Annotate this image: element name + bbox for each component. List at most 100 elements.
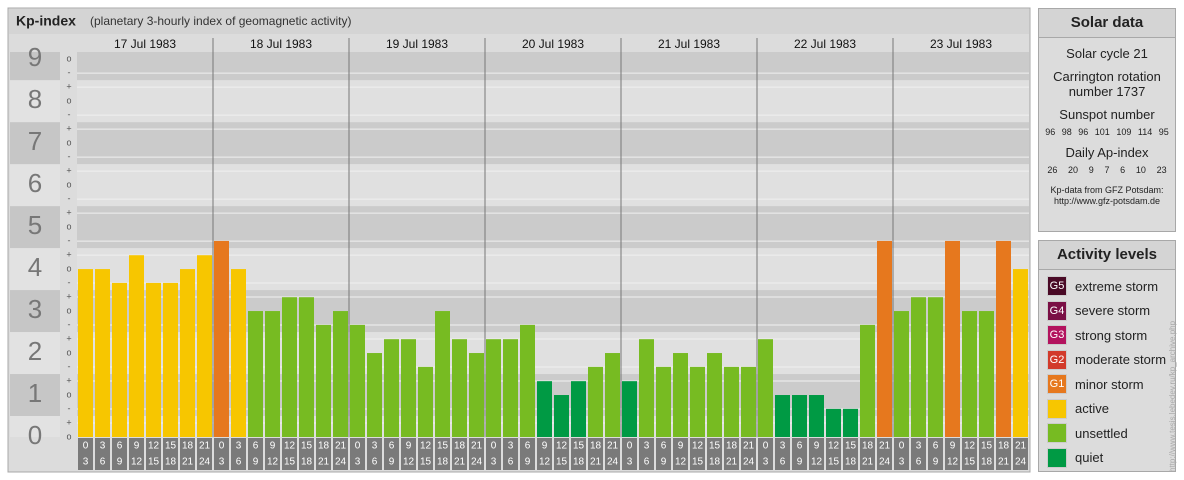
x-tick-label: 15: [165, 441, 177, 452]
legend-swatch: G3: [1047, 325, 1067, 346]
legend-label: minor storm: [1075, 376, 1144, 392]
y-tick-label: 4: [28, 252, 42, 282]
legend: G5 extreme storm G4 severe storm G3 strong st…: [1039, 270, 1175, 470]
date-label: 19 Jul 1983: [386, 37, 448, 51]
bar: [673, 353, 688, 437]
x-tick-label: 21: [182, 457, 194, 468]
bar: [741, 366, 756, 437]
bar: [945, 240, 960, 437]
x-tick-label: 15: [148, 457, 160, 468]
x-tick-label: 12: [148, 441, 160, 452]
x-tick-label: 6: [780, 457, 786, 468]
x-tick-label: 6: [253, 441, 259, 452]
x-tick-label: 24: [1015, 457, 1027, 468]
x-tick-label: 21: [726, 457, 738, 468]
legend-entry: active: [1039, 397, 1175, 422]
band: [77, 122, 1029, 165]
x-tick-label: 0: [899, 441, 905, 452]
x-tick-label: 9: [406, 441, 412, 452]
minor-tick-label: o: [66, 305, 71, 315]
x-tick-label: 15: [692, 457, 704, 468]
band: [77, 52, 1029, 81]
bar: [384, 339, 399, 437]
x-tick-label: 15: [709, 441, 721, 452]
label-band: [10, 416, 60, 437]
chart-title: Kp-index: [16, 13, 76, 29]
bar: [588, 366, 603, 437]
bar: [809, 395, 824, 437]
bar: [486, 339, 501, 437]
bar: [503, 339, 518, 437]
x-tick-label: 15: [437, 441, 449, 452]
minor-tick-label: o: [66, 263, 71, 273]
x-tick-label: 21: [590, 457, 602, 468]
x-tick-label: 0: [627, 441, 633, 452]
hour-box: [724, 438, 739, 470]
x-tick-label: 6: [236, 457, 242, 468]
band: [77, 164, 1029, 207]
x-tick-label: 21: [318, 457, 330, 468]
x-tick-label: 6: [100, 457, 106, 468]
legend-swatch: G4: [1047, 300, 1067, 321]
hour-box: [486, 438, 501, 470]
x-tick-label: 9: [933, 457, 939, 468]
x-tick-label: 6: [508, 457, 514, 468]
y-tick-label: 8: [28, 84, 42, 114]
x-tick-label: 18: [590, 441, 602, 452]
x-tick-label: 12: [420, 441, 432, 452]
legend-label: moderate storm: [1075, 352, 1167, 368]
x-tick-label: 15: [828, 457, 840, 468]
bar: [299, 297, 314, 437]
bar: [333, 311, 348, 437]
x-tick-label: 18: [454, 441, 466, 452]
x-tick-label: 3: [83, 457, 89, 468]
hour-box: [520, 438, 535, 470]
x-tick-label: 9: [525, 457, 531, 468]
hour-box: [605, 438, 620, 470]
ap-numbers: 26 20 9 7 6 10 23: [1039, 165, 1175, 175]
hour-box: [146, 438, 161, 470]
hour-box: [962, 438, 977, 470]
x-tick-label: 6: [525, 441, 531, 452]
panel-title: Solar data: [1039, 9, 1175, 38]
x-tick-label: 18: [318, 441, 330, 452]
bar: [605, 353, 620, 437]
hour-box: [163, 438, 178, 470]
hour-box: [656, 438, 671, 470]
date-header: [77, 38, 1029, 52]
minor-tick-label: -: [68, 151, 71, 161]
minor-tick-label: -: [68, 403, 71, 413]
ap-value: 6: [1120, 165, 1126, 175]
x-tick-label: 0: [763, 441, 769, 452]
x-tick-label: 15: [964, 457, 976, 468]
y-tick-label: 5: [28, 210, 42, 240]
minor-tick-label: +: [66, 291, 71, 301]
x-tick-label: 0: [355, 441, 361, 452]
hour-box: [826, 438, 841, 470]
x-tick-label: 21: [998, 457, 1010, 468]
band: [77, 80, 1029, 123]
minor-tick-label: o: [66, 179, 71, 189]
legend-label: severe storm: [1075, 303, 1151, 319]
hour-box: [622, 438, 637, 470]
hour-box: [690, 438, 705, 470]
date-label: 23 Jul 1983: [930, 37, 992, 51]
x-tick-label: 3: [219, 457, 225, 468]
legend-label: quiet: [1075, 450, 1104, 466]
bar: [401, 339, 416, 437]
x-tick-label: 9: [134, 441, 140, 452]
x-tick-label: 3: [355, 457, 361, 468]
source: Kp-data from GFZ Potsdam:: [1050, 185, 1164, 195]
bar: [656, 366, 671, 437]
hour-box: [452, 438, 467, 470]
y-tick-label: 3: [28, 294, 42, 324]
minor-tick-label: +: [66, 375, 71, 385]
label-band: [10, 332, 60, 375]
x-tick-label: 12: [539, 457, 551, 468]
bar: [894, 311, 909, 437]
y-tick-label: 9: [28, 42, 42, 72]
ap-value: 20: [1068, 165, 1079, 175]
bar: [724, 366, 739, 437]
x-tick-label: 18: [301, 457, 313, 468]
x-tick-label: 21: [454, 457, 466, 468]
